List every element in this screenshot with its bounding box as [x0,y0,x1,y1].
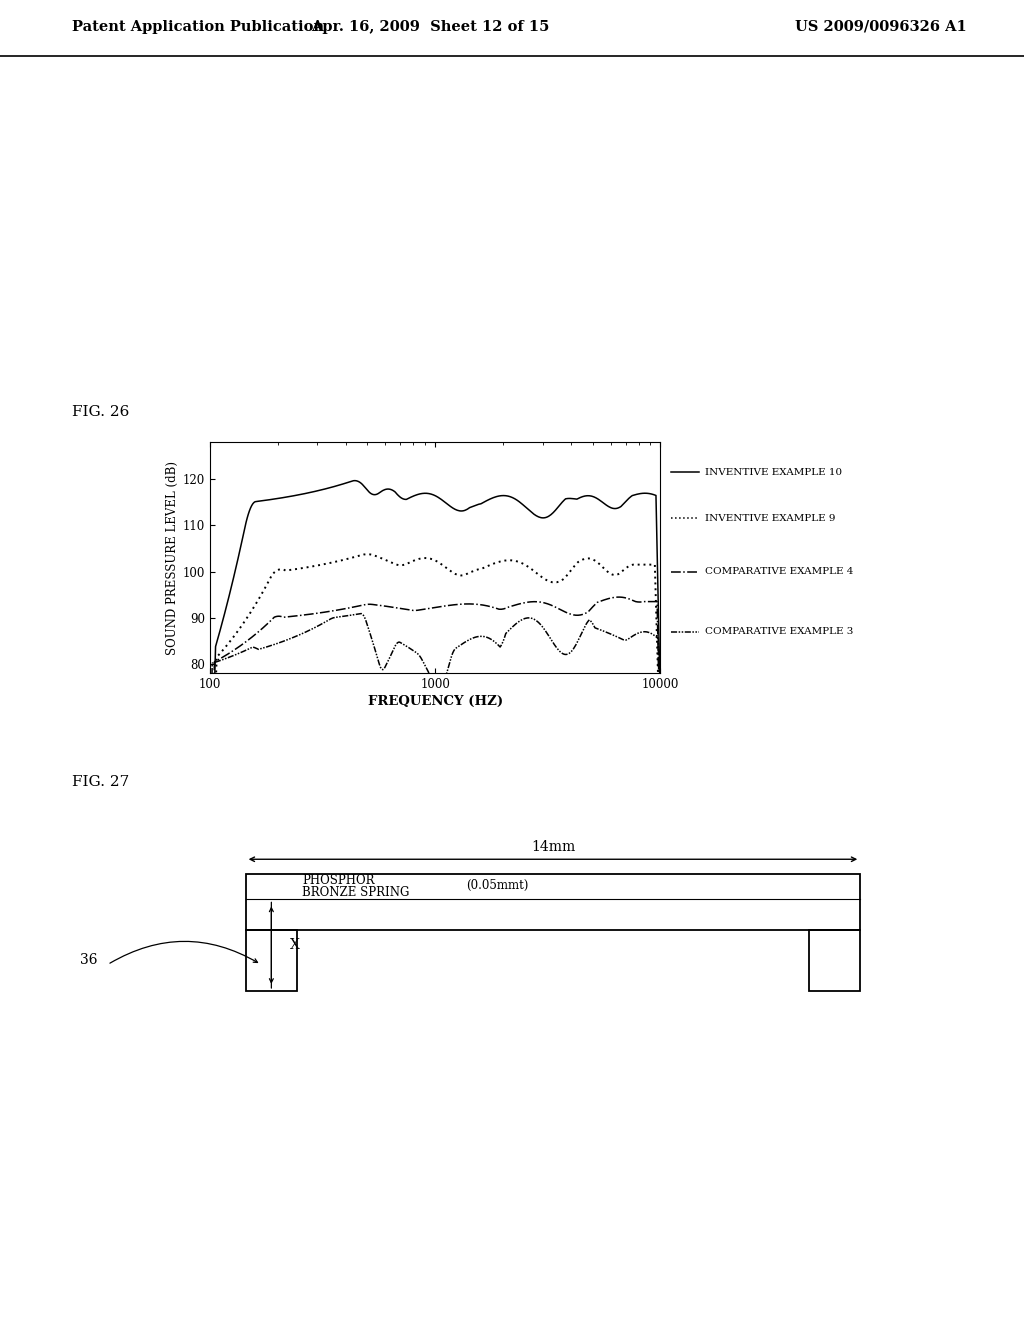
Text: INVENTIVE EXAMPLE 9: INVENTIVE EXAMPLE 9 [706,513,836,523]
Text: COMPARATIVE EXAMPLE 3: COMPARATIVE EXAMPLE 3 [706,627,853,636]
Text: FIG. 26: FIG. 26 [72,405,129,420]
Text: COMPARATIVE EXAMPLE 4: COMPARATIVE EXAMPLE 4 [706,568,853,576]
Text: BRONZE SPRING: BRONZE SPRING [302,886,410,899]
X-axis label: FREQUENCY (HZ): FREQUENCY (HZ) [368,696,503,709]
Text: PHOSPHOR: PHOSPHOR [302,874,375,887]
Bar [246,929,297,991]
Y-axis label: SOUND PRESSURE LEVEL (dB): SOUND PRESSURE LEVEL (dB) [166,461,178,655]
Bar [246,874,860,929]
Bar [809,929,860,991]
Text: X: X [290,939,300,952]
Text: Apr. 16, 2009  Sheet 12 of 15: Apr. 16, 2009 Sheet 12 of 15 [311,20,549,34]
Text: (0.05mmt): (0.05mmt) [466,879,528,892]
Text: Patent Application Publication: Patent Application Publication [72,20,324,34]
Text: 36: 36 [80,953,97,968]
Text: 14mm: 14mm [530,840,575,854]
Text: FIG. 27: FIG. 27 [72,775,129,789]
Text: US 2009/0096326 A1: US 2009/0096326 A1 [795,20,967,34]
Text: INVENTIVE EXAMPLE 10: INVENTIVE EXAMPLE 10 [706,467,843,477]
